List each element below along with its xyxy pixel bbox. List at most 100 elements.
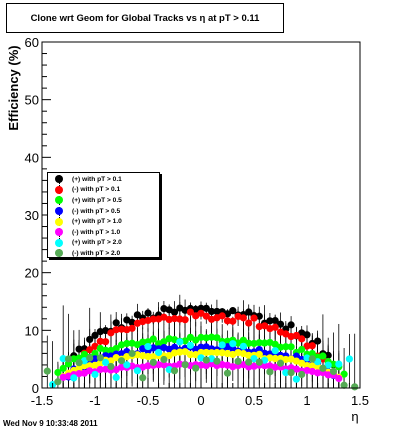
legend-label: (-) with pT > 1.0	[72, 228, 121, 236]
data-point	[340, 381, 348, 389]
data-point	[239, 314, 247, 322]
data-point	[213, 357, 221, 365]
data-point	[70, 355, 78, 363]
data-point	[324, 351, 332, 359]
data-point	[144, 362, 152, 370]
legend-marker	[52, 248, 66, 258]
data-point	[308, 342, 316, 350]
y-axis-label: Efficiency (%)	[6, 45, 21, 130]
y-tick-label: 20	[25, 266, 39, 281]
data-point	[80, 350, 88, 358]
data-point	[245, 339, 253, 347]
legend-label: (-) with pT > 2.0	[72, 249, 121, 257]
legend-label: (+) with pT > 2.0	[72, 239, 122, 247]
data-point	[271, 347, 279, 355]
data-point	[202, 304, 210, 312]
data-point	[314, 337, 322, 345]
y-tick-label: 50	[25, 93, 39, 108]
legend-item: (+) with pT > 2.0	[52, 238, 159, 249]
legend: (+) with pT > 0.1 (-) with pT > 0.1 (+) wi…	[47, 172, 160, 258]
data-point	[155, 348, 163, 357]
data-point	[250, 355, 258, 363]
data-point	[239, 342, 247, 350]
data-point	[266, 368, 274, 376]
data-point	[75, 359, 83, 367]
y-tick-label: 10	[25, 323, 39, 338]
legend-marker	[52, 217, 66, 227]
data-point	[261, 322, 269, 330]
data-point	[144, 309, 152, 317]
x-axis-label: η	[351, 409, 358, 424]
data-point	[314, 369, 322, 377]
data-point	[176, 338, 184, 346]
data-point	[218, 349, 226, 357]
data-point	[234, 339, 242, 347]
data-point	[197, 304, 205, 312]
legend-label: (+) with pT > 0.1	[72, 175, 122, 183]
data-point	[75, 369, 83, 378]
data-point	[197, 343, 205, 351]
data-point	[223, 317, 232, 325]
data-point	[202, 334, 210, 342]
data-point	[96, 337, 104, 345]
data-point	[308, 355, 316, 363]
data-point	[86, 346, 94, 354]
data-point	[160, 355, 168, 364]
timestamp-footer: Wed Nov 9 10:33:48 2011	[3, 419, 98, 428]
data-point	[144, 342, 152, 351]
data-point	[245, 319, 253, 327]
data-point	[107, 329, 115, 337]
data-point	[335, 374, 343, 383]
data-point	[218, 341, 226, 349]
legend-marker	[52, 195, 66, 205]
data-point	[335, 360, 343, 368]
legend-label: (-) with pT > 0.1	[72, 186, 121, 194]
data-point	[149, 358, 157, 366]
data-point	[324, 371, 332, 379]
data-point	[91, 331, 99, 339]
x-tick-label: -0.5	[137, 393, 159, 408]
data-point	[287, 321, 295, 329]
legend-item: (-) with pT > 0.1	[52, 185, 159, 196]
data-point	[223, 349, 232, 358]
data-point	[202, 348, 210, 357]
data-point	[102, 346, 110, 354]
data-point	[139, 352, 147, 360]
data-point	[165, 351, 173, 360]
legend-marker	[52, 206, 66, 216]
legend-marker	[52, 227, 66, 237]
data-points	[43, 304, 359, 391]
data-point	[128, 318, 136, 327]
data-point	[255, 322, 263, 331]
data-point	[170, 308, 179, 316]
data-point	[208, 349, 216, 357]
data-point	[176, 360, 184, 368]
y-tick-label: 40	[25, 150, 39, 165]
x-tick-label: 0	[197, 393, 204, 408]
data-point	[139, 374, 147, 382]
legend-label: (+) with pT > 1.0	[72, 218, 122, 226]
data-point	[208, 333, 216, 341]
data-point	[170, 343, 179, 351]
data-point	[250, 314, 258, 322]
data-point	[197, 348, 205, 357]
data-point	[271, 354, 279, 363]
data-point	[292, 352, 300, 360]
data-point	[181, 316, 189, 324]
legend-item: (-) with pT > 2.0	[52, 248, 159, 259]
data-point	[170, 314, 179, 323]
x-tick-label: -1.5	[31, 393, 53, 408]
y-tick-label: 0	[32, 381, 39, 396]
data-point	[197, 333, 205, 341]
data-point	[314, 358, 322, 366]
data-point	[308, 350, 316, 358]
data-point	[117, 325, 126, 333]
data-point	[102, 365, 110, 373]
data-point	[186, 341, 194, 349]
data-point	[86, 362, 94, 370]
data-point	[245, 351, 253, 359]
data-point	[186, 333, 194, 341]
data-point	[319, 364, 327, 372]
data-point	[208, 307, 216, 316]
